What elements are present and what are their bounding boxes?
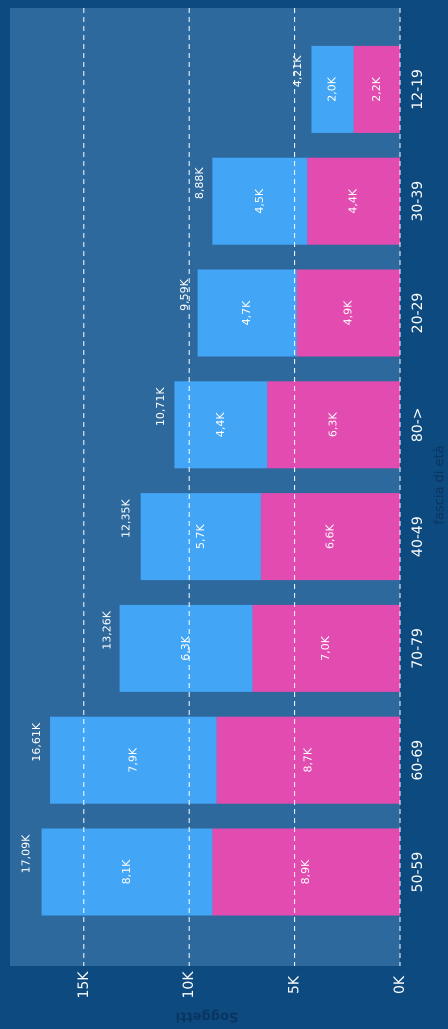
value-label: 2,0K xyxy=(326,76,339,101)
total-label: 12,35K xyxy=(120,498,133,537)
value-label: 6,3K xyxy=(327,412,340,437)
value-label: 7,0K xyxy=(319,635,332,660)
total-label: 13,26K xyxy=(100,610,113,649)
bar-segment xyxy=(307,157,400,245)
y-axis-title: Soggetti xyxy=(176,1009,239,1024)
total-label: 4,21K xyxy=(291,55,304,87)
total-label: 17,09K xyxy=(20,834,33,873)
value-label: 2,2K xyxy=(370,76,383,101)
value-label: 6,3K xyxy=(179,635,192,660)
bar-segment xyxy=(119,604,253,692)
total-label: 9,59K xyxy=(178,278,191,310)
y-tick-label: 15K xyxy=(76,971,92,999)
x-tick-label: 60-69 xyxy=(410,740,426,781)
x-tick-label: 12-19 xyxy=(410,69,426,110)
x-tick-label: 30-39 xyxy=(410,181,426,222)
y-tick-label: 10K xyxy=(181,971,197,999)
bar-segment xyxy=(260,493,400,581)
bar-segment xyxy=(296,269,400,357)
x-tick-label: 20-29 xyxy=(410,293,426,334)
value-label: 5,7K xyxy=(194,523,207,548)
bar-segment xyxy=(252,604,400,692)
x-tick-label: 50-59 xyxy=(410,852,426,893)
bar-segment xyxy=(140,493,261,581)
value-label: 4,5K xyxy=(253,188,266,213)
value-label: 4,4K xyxy=(214,412,227,437)
bar-segment xyxy=(41,828,213,916)
bar-segment xyxy=(212,828,400,916)
bar-segment xyxy=(311,45,354,133)
total-label: 8,88K xyxy=(193,167,206,199)
value-label: 4,9K xyxy=(341,300,354,325)
bar-segment xyxy=(353,45,400,133)
x-tick-label: 80-> xyxy=(410,407,426,442)
value-label: 4,7K xyxy=(240,300,253,325)
value-label: 7,9K xyxy=(126,747,139,772)
x-axis-title: fascia di età xyxy=(433,445,448,524)
total-label: 10,71K xyxy=(154,387,167,426)
value-label: 8,1K xyxy=(120,859,133,884)
bar-segment xyxy=(216,716,400,804)
bar-segment xyxy=(212,157,308,245)
bar-segment xyxy=(197,269,297,357)
x-tick-label: 40-49 xyxy=(410,516,426,557)
x-tick-label: 70-79 xyxy=(410,628,426,669)
y-tick-label: 0K xyxy=(392,975,408,994)
value-label: 8,9K xyxy=(299,859,312,884)
value-label: 4,4K xyxy=(347,188,360,213)
value-label: 8,7K xyxy=(301,747,314,772)
total-label: 16,61K xyxy=(30,722,43,761)
plot-area xyxy=(10,8,400,966)
bar-segment xyxy=(267,381,400,469)
y-tick-label: 5K xyxy=(287,975,303,994)
bar-segment xyxy=(174,381,268,469)
value-label: 6,6K xyxy=(323,523,336,548)
